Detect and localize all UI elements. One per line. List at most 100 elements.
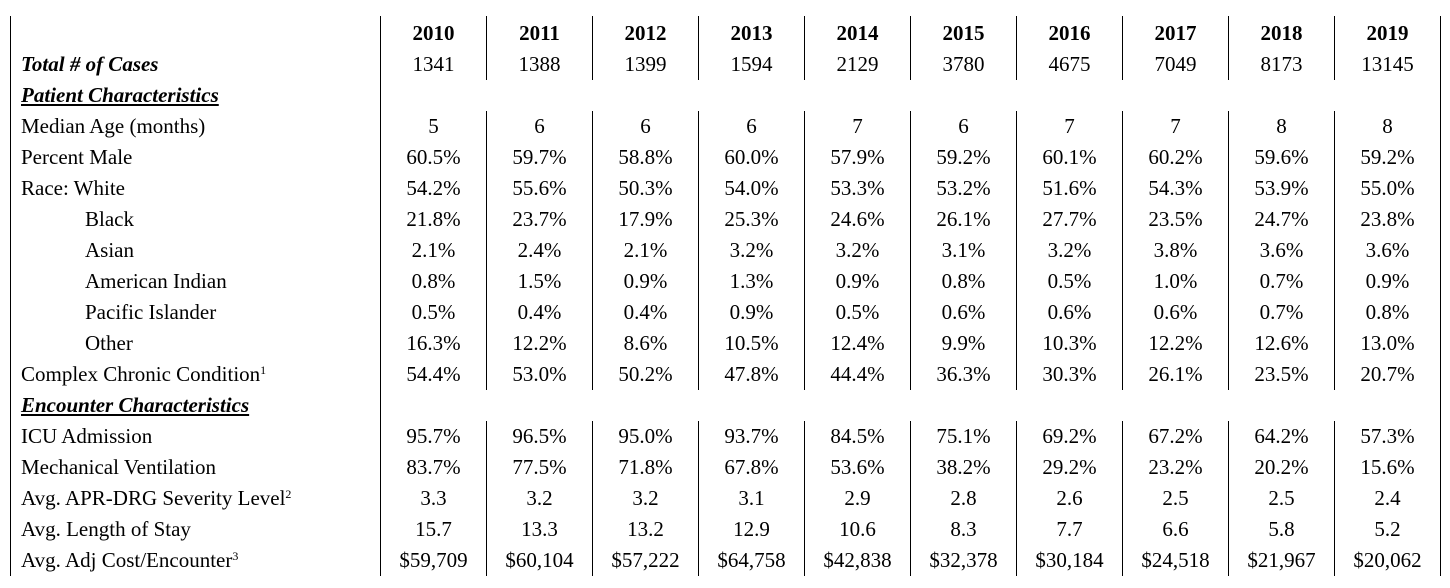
row-label-text: Percent Male xyxy=(21,145,133,169)
total-cases-value: 8173 xyxy=(1228,48,1335,80)
table-cell: 83.7% xyxy=(380,451,487,483)
row-label-text: American Indian xyxy=(85,269,227,293)
table-cell: 30.3% xyxy=(1016,358,1123,390)
encounter-section-spacer xyxy=(380,389,1441,421)
row-label-text: Complex Chronic Condition xyxy=(21,362,261,386)
total-cases-value: 1341 xyxy=(380,48,487,80)
table-cell: 60.0% xyxy=(698,141,805,173)
table-cell: 3.2% xyxy=(698,234,805,266)
row-label-text: ICU Admission xyxy=(21,424,153,448)
footnote-marker: 1 xyxy=(260,363,267,377)
footnote-marker: 3 xyxy=(232,549,239,563)
table-cell: 25.3% xyxy=(698,203,805,235)
table-cell: 93.7% xyxy=(698,420,805,452)
year-header: 2018 xyxy=(1228,16,1335,49)
row-label: Percent Male xyxy=(10,141,381,173)
table-cell: 60.1% xyxy=(1016,141,1123,173)
year-header: 2011 xyxy=(486,16,593,49)
encounter-section-row: Encounter Characteristics xyxy=(10,389,1441,421)
table-row: ICU Admission 95.7% 96.5% 95.0% 93.7% 84.5% 75… xyxy=(10,420,1441,452)
table-cell: 2.8 xyxy=(910,482,1017,514)
table-cell: 2.4 xyxy=(1334,482,1441,514)
table-cell: $42,838 xyxy=(804,544,911,576)
table-cell: 54.2% xyxy=(380,172,487,204)
table-cell: $20,062 xyxy=(1334,544,1441,576)
table-cell: 0.8% xyxy=(910,265,1017,297)
table-cell: 12.6% xyxy=(1228,327,1335,359)
table-cell: 6 xyxy=(698,110,805,142)
row-label-text: Median Age (months) xyxy=(21,114,206,138)
table-row: Median Age (months) 5 6 6 6 7 6 7 7 8 8 xyxy=(10,110,1441,142)
table-cell: 3.2 xyxy=(592,482,699,514)
year-header: 2017 xyxy=(1122,16,1229,49)
table-cell: 59.7% xyxy=(486,141,593,173)
table-cell: 24.7% xyxy=(1228,203,1335,235)
row-label: Avg. Adj Cost/Encounter3 xyxy=(10,544,381,576)
row-label-text: Avg. Adj Cost/Encounter xyxy=(21,548,233,572)
table-cell: 36.3% xyxy=(910,358,1017,390)
table-cell: 7 xyxy=(1122,110,1229,142)
row-label-text: Black xyxy=(85,207,134,231)
table-cell: 2.9 xyxy=(804,482,911,514)
table-cell: 0.5% xyxy=(1016,265,1123,297)
table-cell: 29.2% xyxy=(1016,451,1123,483)
table-cell: 0.4% xyxy=(486,296,593,328)
table-cell: 3.8% xyxy=(1122,234,1229,266)
table-cell: 54.4% xyxy=(380,358,487,390)
table-cell: 9.9% xyxy=(910,327,1017,359)
table-cell: 51.6% xyxy=(1016,172,1123,204)
table-cell: 2.1% xyxy=(380,234,487,266)
table-cell: $21,967 xyxy=(1228,544,1335,576)
table-cell: 6 xyxy=(486,110,593,142)
total-cases-value: 3780 xyxy=(910,48,1017,80)
row-label: Black xyxy=(10,203,381,235)
table-cell: 12.2% xyxy=(486,327,593,359)
table-cell: 3.1 xyxy=(698,482,805,514)
table-cell: 8.6% xyxy=(592,327,699,359)
table-row: American Indian 0.8% 1.5% 0.9% 1.3% 0.9% 0.8% 0… xyxy=(10,265,1441,297)
row-label-text: Mechanical Ventilation xyxy=(21,455,216,479)
table-cell: 3.6% xyxy=(1334,234,1441,266)
table-row: Avg. Adj Cost/Encounter3 $59,709 $60,104 $5… xyxy=(10,544,1441,576)
table-cell: 59.6% xyxy=(1228,141,1335,173)
year-header-row: 2010 2011 2012 2013 2014 2015 2016 2017 2018 2019 xyxy=(10,16,1441,49)
table-cell: 0.5% xyxy=(380,296,487,328)
table-cell: 5.2 xyxy=(1334,513,1441,545)
patient-section-spacer xyxy=(380,79,1441,111)
table-cell: 23.7% xyxy=(486,203,593,235)
encounter-section-title: Encounter Characteristics xyxy=(10,389,381,421)
table-cell: 38.2% xyxy=(910,451,1017,483)
total-cases-value: 1399 xyxy=(592,48,699,80)
table-cell: 20.7% xyxy=(1334,358,1441,390)
table-cell: 57.3% xyxy=(1334,420,1441,452)
patient-section-row: Patient Characteristics xyxy=(10,79,1441,111)
table-cell: 53.0% xyxy=(486,358,593,390)
table-cell: 2.6 xyxy=(1016,482,1123,514)
table-cell: 10.6 xyxy=(804,513,911,545)
table-cell: 44.4% xyxy=(804,358,911,390)
table-cell: 95.7% xyxy=(380,420,487,452)
year-header: 2014 xyxy=(804,16,911,49)
table-cell: 60.2% xyxy=(1122,141,1229,173)
table-cell: $24,518 xyxy=(1122,544,1229,576)
table-cell: 24.6% xyxy=(804,203,911,235)
table-cell: 58.8% xyxy=(592,141,699,173)
table-cell: 2.5 xyxy=(1228,482,1335,514)
table-cell: 0.9% xyxy=(592,265,699,297)
table-cell: 0.9% xyxy=(1334,265,1441,297)
table-cell: 96.5% xyxy=(486,420,593,452)
table-cell: 54.3% xyxy=(1122,172,1229,204)
table-cell: 12.4% xyxy=(804,327,911,359)
row-label-text: Other xyxy=(85,331,133,355)
year-header: 2016 xyxy=(1016,16,1123,49)
total-cases-value: 4675 xyxy=(1016,48,1123,80)
table-cell: 67.2% xyxy=(1122,420,1229,452)
table-cell: 0.6% xyxy=(1016,296,1123,328)
table-cell: 10.3% xyxy=(1016,327,1123,359)
table-cell: $32,378 xyxy=(910,544,1017,576)
table-cell: 3.1% xyxy=(910,234,1017,266)
table-cell: 55.6% xyxy=(486,172,593,204)
table-row: Complex Chronic Condition1 54.4% 53.0% 50.2… xyxy=(10,358,1441,390)
table-cell: 2.4% xyxy=(486,234,593,266)
total-cases-label: Total # of Cases xyxy=(10,48,381,80)
